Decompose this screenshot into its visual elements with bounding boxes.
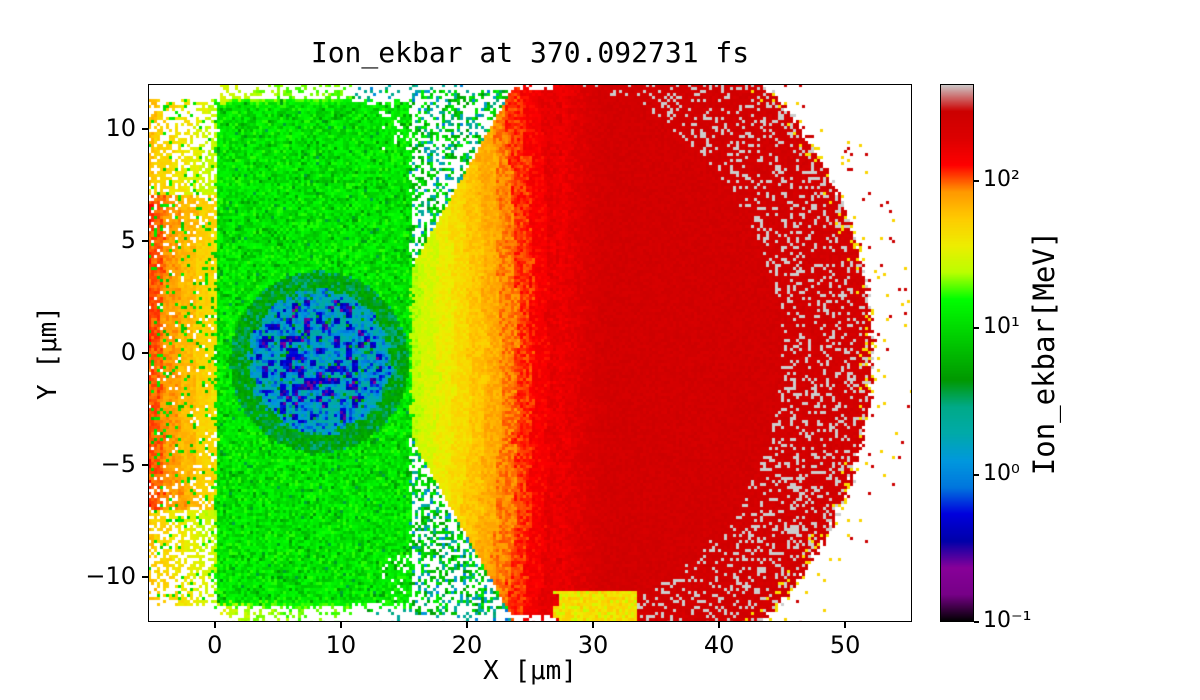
x-tick-label: 40 xyxy=(703,631,735,659)
x-tick xyxy=(844,622,846,628)
colorbar-label: Ion_ekbar[MeV] xyxy=(1022,84,1066,622)
x-tick-label: 50 xyxy=(829,631,861,659)
colorbar-tick-label: 10⁻¹ xyxy=(983,608,1032,633)
colorbar-canvas xyxy=(940,84,974,622)
colorbar-tick xyxy=(974,180,979,182)
colorbar-tick xyxy=(974,327,979,329)
colorbar-tick-label: 10¹ xyxy=(983,314,1020,339)
y-tick xyxy=(142,576,148,578)
y-axis-label-text: Y [μm] xyxy=(33,306,64,400)
y-tick xyxy=(142,352,148,354)
colorbar-label-text: Ion_ekbar[MeV] xyxy=(1027,230,1061,476)
y-tick-label: −5 xyxy=(100,450,136,479)
y-tick xyxy=(142,240,148,242)
colorbar-tick xyxy=(974,621,979,623)
x-tick-label: 0 xyxy=(207,631,223,659)
colorbar-tick-label: 10² xyxy=(983,167,1020,193)
x-tick xyxy=(340,622,342,628)
y-tick-label: 0 xyxy=(120,338,136,366)
x-tick-label: 10 xyxy=(325,631,357,659)
x-tick xyxy=(592,622,594,628)
x-tick xyxy=(466,622,468,628)
x-tick xyxy=(718,622,720,628)
y-axis-label: Y [μm] xyxy=(26,84,70,622)
y-tick-label: 5 xyxy=(120,225,136,254)
y-tick-label: −10 xyxy=(85,562,136,591)
y-tick-label: 10 xyxy=(105,113,136,142)
x-axis-label: X [μm] xyxy=(483,656,577,686)
y-tick xyxy=(142,464,148,466)
colorbar-tick xyxy=(974,474,979,476)
x-tick xyxy=(214,622,216,628)
x-tick-label: 20 xyxy=(451,631,483,659)
heatmap-canvas xyxy=(148,84,912,622)
x-tick-label: 30 xyxy=(577,631,609,659)
y-tick xyxy=(142,128,148,130)
chart-title: Ion_ekbar at 370.092731 fs xyxy=(310,36,750,69)
colorbar-tick-label: 10⁰ xyxy=(983,461,1020,486)
